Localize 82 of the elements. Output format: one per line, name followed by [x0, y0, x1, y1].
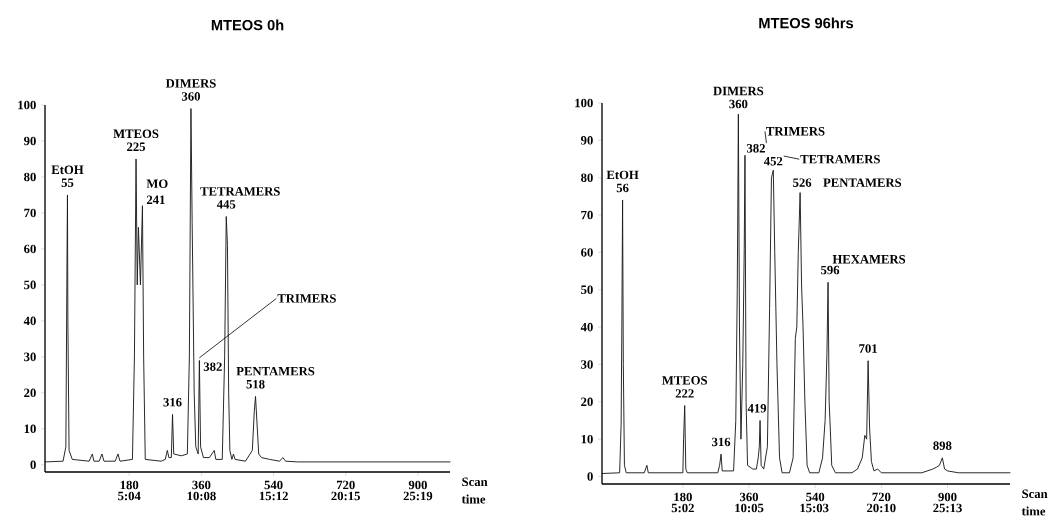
y-tick-label: 0 [30, 460, 36, 470]
x2-tick-label: 25:13 [933, 503, 962, 513]
x2-tick-label: 20:15 [331, 491, 360, 501]
annotation: EtOH [606, 170, 639, 180]
y-tick-label: 0 [587, 472, 593, 481]
x2-tick-label: 20:10 [867, 503, 896, 513]
y-tick-label: 100 [18, 100, 36, 110]
annotation: MO [146, 179, 168, 188]
annotation: TETRAMERS [200, 187, 280, 196]
x-tick-label: 900 [408, 480, 427, 490]
annotation: 316 [163, 397, 182, 407]
y-tick-label: 70 [24, 208, 36, 218]
x-tick-label: 360 [192, 480, 211, 490]
annotation: 382 [203, 362, 222, 371]
annotation: EtOH [51, 165, 84, 175]
chart-title: MTEOS 96hrs [759, 17, 854, 29]
x-tick-label: 540 [264, 480, 283, 490]
annotation: TETRAMERS [800, 154, 880, 164]
x-tick-label: 720 [336, 480, 355, 490]
x2-axis-title: time [1021, 506, 1046, 516]
x-axis-title: Scan [462, 477, 488, 487]
annotation: 222 [675, 389, 694, 398]
y-tick-label: 40 [23, 316, 36, 326]
annotation: 360 [729, 99, 748, 109]
annotation: MTEOS [662, 376, 708, 385]
x2-tick-label: 10:05 [735, 503, 764, 513]
annotation: 898 [933, 441, 952, 450]
y-tick-label: 20 [581, 397, 593, 407]
y-tick-label: 90 [23, 136, 36, 146]
y-tick-label: 80 [581, 173, 593, 182]
x-tick-label: 180 [120, 480, 139, 490]
annotation: 241 [146, 195, 165, 204]
annotation: 382 [746, 144, 765, 153]
x2-tick-label: 15:12 [259, 491, 288, 501]
chart-title: MTEOS 0h [211, 19, 284, 31]
x2-tick-label: 25:19 [403, 491, 433, 501]
annotation: 360 [181, 92, 200, 101]
annotation: DIMERS [165, 79, 216, 88]
annotation: PENTAMERS [823, 178, 902, 187]
annotation: DIMERS [713, 86, 764, 96]
y-tick-label: 50 [581, 285, 593, 295]
annotation: 316 [712, 437, 731, 447]
annotation: 55 [61, 178, 74, 188]
line-series [44, 108, 451, 463]
annotation: 596 [821, 265, 840, 275]
annotation: 445 [216, 200, 236, 209]
x-tick-label: 720 [872, 492, 891, 502]
y-tick-label: 30 [24, 352, 36, 362]
annotation: 701 [859, 344, 877, 353]
annotation: 518 [246, 379, 265, 389]
y-tick-label: 80 [24, 172, 36, 182]
x2-tick-label: 5:04 [118, 491, 141, 501]
x-tick-label: 540 [806, 492, 825, 502]
x-tick-label: 180 [674, 492, 692, 502]
y-tick-label: 60 [24, 244, 36, 254]
x2-axis-title: time [461, 494, 486, 504]
annotation: PENTAMERS [236, 366, 315, 376]
x2-tick-label: 15:03 [800, 503, 829, 513]
annotation: 225 [127, 142, 146, 152]
y-tick-label: 10 [581, 434, 593, 444]
annotation: 526 [793, 178, 812, 187]
annotation: TRIMERS [277, 294, 336, 303]
x2-tick-label: 10:08 [187, 491, 216, 501]
y-tick-label: 40 [580, 322, 593, 332]
x2-tick-label: 5:02 [671, 503, 694, 513]
annotation: 419 [747, 404, 767, 413]
annotation: TRIMERS [766, 127, 825, 136]
annotation: HEXAMERS [832, 255, 906, 264]
annotation: 452 [763, 156, 783, 166]
x-axis-title: Scan [1022, 489, 1048, 499]
y-tick-label: 60 [581, 248, 593, 257]
y-tick-label: 30 [581, 360, 593, 369]
y-tick-label: 20 [24, 388, 36, 398]
y-tick-label: 10 [24, 424, 36, 434]
y-tick-label: 100 [575, 98, 593, 108]
annotation: MTEOS [113, 129, 159, 139]
y-tick-label: 90 [580, 136, 593, 145]
y-tick-label: 50 [24, 280, 36, 290]
y-tick-label: 70 [581, 210, 593, 220]
x-tick-label: 900 [938, 492, 957, 502]
x-tick-label: 360 [740, 492, 759, 502]
annotation: 56 [616, 183, 629, 193]
